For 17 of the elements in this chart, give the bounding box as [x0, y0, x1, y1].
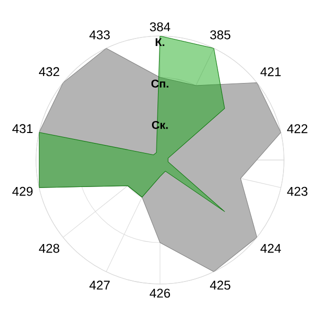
spoke-label: 423	[287, 186, 308, 196]
spoke-label: 384	[150, 22, 170, 32]
y-tick-label: Ск.	[152, 120, 168, 129]
spoke-label: 428	[38, 244, 60, 253]
y-tick-label: Сп.	[151, 80, 168, 88]
spoke-label: 425	[210, 280, 230, 290]
spoke-label: 427	[89, 280, 110, 290]
spoke-label: 421	[260, 67, 281, 76]
spoke-label: 422	[287, 124, 308, 134]
spoke-label: 431	[12, 124, 33, 134]
spoke-label: 426	[150, 288, 170, 298]
spoke-label: 432	[38, 67, 60, 76]
spoke-label: 433	[89, 30, 110, 40]
y-tick-label: К.	[156, 38, 164, 46]
spoke-label: 429	[12, 186, 33, 196]
spoke-label: 385	[210, 30, 230, 40]
spoke-label: 424	[260, 244, 281, 253]
